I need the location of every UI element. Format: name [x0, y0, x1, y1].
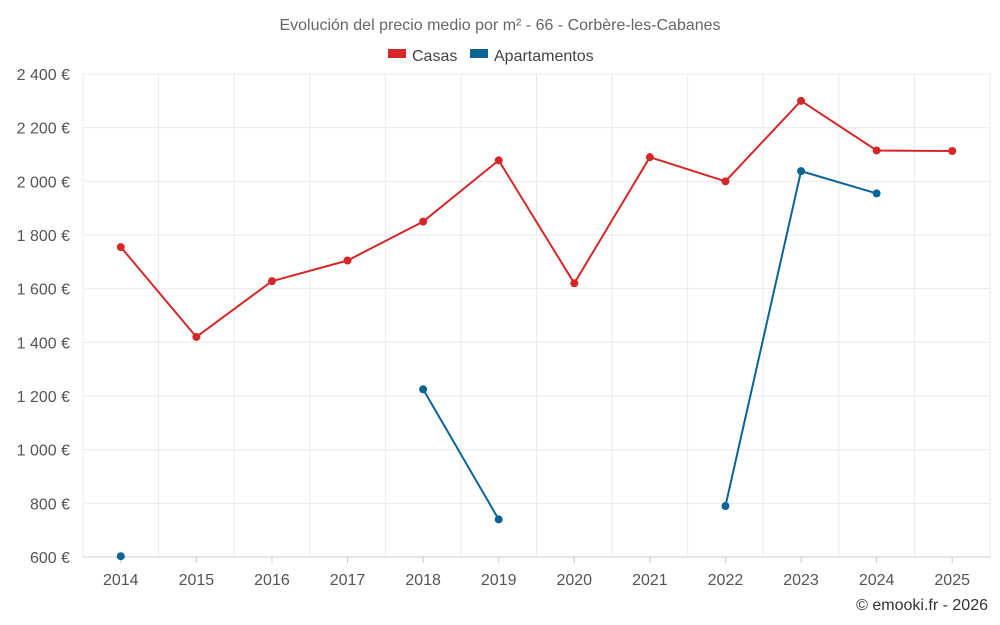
- legend-swatch: [388, 49, 406, 58]
- data-point[interactable]: [797, 167, 806, 176]
- y-tick-label: 2 200 €: [17, 121, 70, 138]
- x-tick-label: 2020: [556, 572, 592, 589]
- data-point[interactable]: [419, 385, 428, 394]
- y-tick-label: 600 €: [30, 550, 70, 567]
- data-point[interactable]: [948, 147, 957, 156]
- x-tick-label: 2025: [934, 572, 970, 589]
- data-point[interactable]: [494, 515, 503, 524]
- data-point[interactable]: [116, 552, 125, 561]
- data-point[interactable]: [343, 256, 352, 265]
- data-point[interactable]: [721, 502, 730, 511]
- x-tick-label: 2015: [179, 572, 215, 589]
- x-tick-label: 2023: [783, 572, 819, 589]
- x-tick-label: 2018: [405, 572, 441, 589]
- data-point[interactable]: [192, 332, 201, 341]
- series-line: [422, 388, 500, 520]
- series-line: [724, 170, 877, 507]
- data-point[interactable]: [872, 189, 881, 198]
- y-tick-label: 1 200 €: [17, 389, 70, 406]
- data-point[interactable]: [721, 177, 730, 186]
- data-point[interactable]: [267, 277, 276, 286]
- legend: Casas Apartamentos: [388, 48, 594, 65]
- y-tick-label: 1 000 €: [17, 443, 70, 460]
- series-apartamentos: [116, 167, 881, 561]
- y-tick-label: 1 600 €: [17, 282, 70, 299]
- data-point[interactable]: [645, 153, 654, 162]
- legend-label[interactable]: Apartamentos: [494, 48, 594, 65]
- data-point[interactable]: [494, 156, 503, 165]
- y-tick-label: 1 800 €: [17, 228, 70, 245]
- series-casas: [116, 96, 957, 341]
- data-point[interactable]: [419, 217, 428, 226]
- y-axis: 600 € 800 € 1 000 € 1 200 € 1 400 € 1 600 € 1 …: [17, 67, 70, 567]
- y-tick-label: 800 €: [30, 496, 70, 513]
- x-tick-label: 2021: [632, 572, 668, 589]
- y-tick-label: 2 000 €: [17, 174, 70, 191]
- series-group: [116, 96, 957, 561]
- data-point[interactable]: [116, 243, 125, 252]
- legend-swatch: [470, 49, 488, 58]
- data-point[interactable]: [872, 146, 881, 155]
- y-tick-label: 1 400 €: [17, 335, 70, 352]
- chart-title: Evolución del precio medio por m² - 66 -…: [279, 17, 720, 34]
- x-tick-label: 2024: [859, 572, 895, 589]
- grid: [82, 73, 991, 558]
- credit-text: © emooki.fr - 2026: [856, 597, 988, 614]
- x-tick-label: 2017: [330, 572, 366, 589]
- x-tick-label: 2016: [254, 572, 290, 589]
- x-tick-label: 2014: [103, 572, 139, 589]
- legend-label[interactable]: Casas: [412, 48, 457, 65]
- y-tick-label: 2 400 €: [17, 67, 70, 84]
- data-point[interactable]: [797, 96, 806, 105]
- data-point[interactable]: [570, 279, 579, 288]
- x-tick-label: 2022: [708, 572, 744, 589]
- x-axis: 2014 2015 2016 2017 2018 2019 2020 2021 2022 2023…: [83, 556, 990, 589]
- series-line: [120, 99, 953, 338]
- x-tick-label: 2019: [481, 572, 517, 589]
